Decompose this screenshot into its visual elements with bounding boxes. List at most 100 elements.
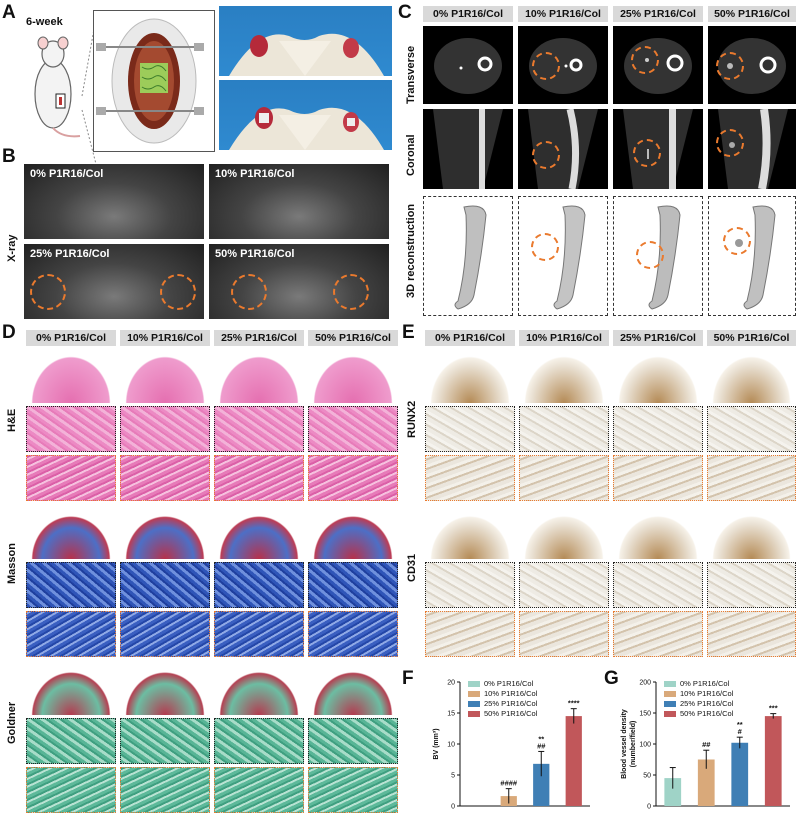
runx2-low-2 <box>613 350 703 403</box>
goldner-mid-2 <box>214 718 304 764</box>
ct-transverse-0 <box>423 26 513 104</box>
d-header-0: 0% P1R16/Col <box>26 330 116 346</box>
legend-swatch-2 <box>664 701 676 707</box>
cd31-hi-1 <box>519 611 609 657</box>
legend-swatch-2 <box>468 701 480 707</box>
he-hi-1 <box>120 455 210 501</box>
runx2-mid-1 <box>519 406 609 452</box>
bar-2 <box>731 742 749 806</box>
masson-hi-1 <box>120 611 210 657</box>
legend-label-1: 10% P1R16/Col <box>680 689 734 698</box>
masson-hi-2 <box>214 611 304 657</box>
zoom-lines <box>81 18 97 165</box>
row-label-he: H&E <box>6 408 18 432</box>
runx2-low-0 <box>425 350 515 403</box>
he-low-0 <box>26 350 116 403</box>
cd31-mid-3 <box>707 562 796 608</box>
e-header-2: 25% P1R16/Col <box>613 330 703 346</box>
ct-coronal-0 <box>423 109 513 189</box>
runx2-mid-2 <box>613 406 703 452</box>
goldner-low-2 <box>214 666 304 715</box>
xray-0: 0% P1R16/Col <box>24 164 204 239</box>
y-tick-label: 0 <box>451 804 455 811</box>
runx2-hi-3 <box>707 455 796 501</box>
legend-swatch-1 <box>468 691 480 697</box>
e-header-0: 0% P1R16/Col <box>425 330 515 346</box>
bar-0 <box>664 778 682 806</box>
ct-coronal-2 <box>613 109 703 189</box>
y-axis-label: Blood vessel density (number/field) <box>621 709 637 779</box>
masson-low-3 <box>308 510 398 559</box>
d-header-3: 50% P1R16/Col <box>308 330 398 346</box>
row-label-runx2: RUNX2 <box>406 400 418 438</box>
y-tick-label: 50 <box>643 773 651 780</box>
masson-low-1 <box>120 510 210 559</box>
row-label-3d: 3D reconstruction <box>405 203 417 298</box>
y-tick-label: 5 <box>451 773 455 780</box>
legend-label-2: 25% P1R16/Col <box>484 699 538 708</box>
xray-25: 25% P1R16/Col <box>24 244 204 319</box>
c-header-3: 50% P1R16/Col <box>708 6 796 22</box>
row-label-xray: X-ray <box>6 234 18 262</box>
cd31-mid-2 <box>613 562 703 608</box>
e-header-1: 10% P1R16/Col <box>519 330 609 346</box>
y-tick-label: 200 <box>639 680 651 687</box>
masson-mid-3 <box>308 562 398 608</box>
he-hi-0 <box>26 455 116 501</box>
cd31-hi-2 <box>613 611 703 657</box>
cd31-hi-0 <box>425 611 515 657</box>
ct-transverse-1 <box>518 26 608 104</box>
masson-hi-0 <box>26 611 116 657</box>
legend-swatch-0 <box>468 681 480 687</box>
he-low-3 <box>308 350 398 403</box>
panel-label-a: A <box>2 2 16 23</box>
panel-label-c: C <box>398 2 412 23</box>
c-header-1: 10% P1R16/Col <box>518 6 608 22</box>
recon3d-0 <box>423 196 513 316</box>
recon3d-2 <box>613 196 703 316</box>
masson-mid-0 <box>26 562 116 608</box>
runx2-mid-3 <box>707 406 796 452</box>
y-tick-label: 15 <box>447 711 455 718</box>
recon3d-1 <box>518 196 608 316</box>
he-hi-2 <box>214 455 304 501</box>
row-label-transverse: Transverse <box>405 45 417 104</box>
surgery-photo-top <box>219 6 392 76</box>
c-header-2: 25% P1R16/Col <box>613 6 703 22</box>
significance-2: ** <box>538 734 544 743</box>
runx2-mid-0 <box>425 406 515 452</box>
xray-10: 10% P1R16/Col <box>209 164 389 239</box>
goldner-mid-3 <box>308 718 398 764</box>
chart-bone-volume: 0 5 10 15 20 BV (mm³) #### **## **** 0% P1R16/Col… <box>433 679 590 811</box>
he-mid-2 <box>214 406 304 452</box>
legend-swatch-3 <box>664 711 676 717</box>
legend-swatch-1 <box>664 691 676 697</box>
panel-label-g: G <box>604 668 619 689</box>
ct-coronal-3 <box>708 109 796 189</box>
cd31-low-3 <box>707 510 796 559</box>
row-label-cd31: CD31 <box>406 553 418 582</box>
legend-label-0: 0% P1R16/Col <box>680 679 730 688</box>
age-label: 6-week <box>26 16 63 28</box>
ct-coronal-1 <box>518 109 608 189</box>
significance-1: #### <box>500 779 518 788</box>
runx2-hi-1 <box>519 455 609 501</box>
he-hi-3 <box>308 455 398 501</box>
legend-label-2: 25% P1R16/Col <box>680 699 734 708</box>
d-header-1: 10% P1R16/Col <box>120 330 210 346</box>
cd31-low-0 <box>425 510 515 559</box>
runx2-low-1 <box>519 350 609 403</box>
masson-hi-3 <box>308 611 398 657</box>
y-tick-label: 100 <box>639 742 651 749</box>
bar-2 <box>533 763 550 806</box>
masson-low-0 <box>26 510 116 559</box>
surgery-photo-bottom <box>219 80 392 150</box>
legend-swatch-3 <box>468 711 480 717</box>
goldner-low-1 <box>120 666 210 715</box>
significance-2: # <box>738 727 743 736</box>
runx2-low-3 <box>707 350 796 403</box>
he-mid-3 <box>308 406 398 452</box>
row-label-coronal: Coronal <box>405 134 417 176</box>
he-low-1 <box>120 350 210 403</box>
significance-3: *** <box>769 704 778 713</box>
